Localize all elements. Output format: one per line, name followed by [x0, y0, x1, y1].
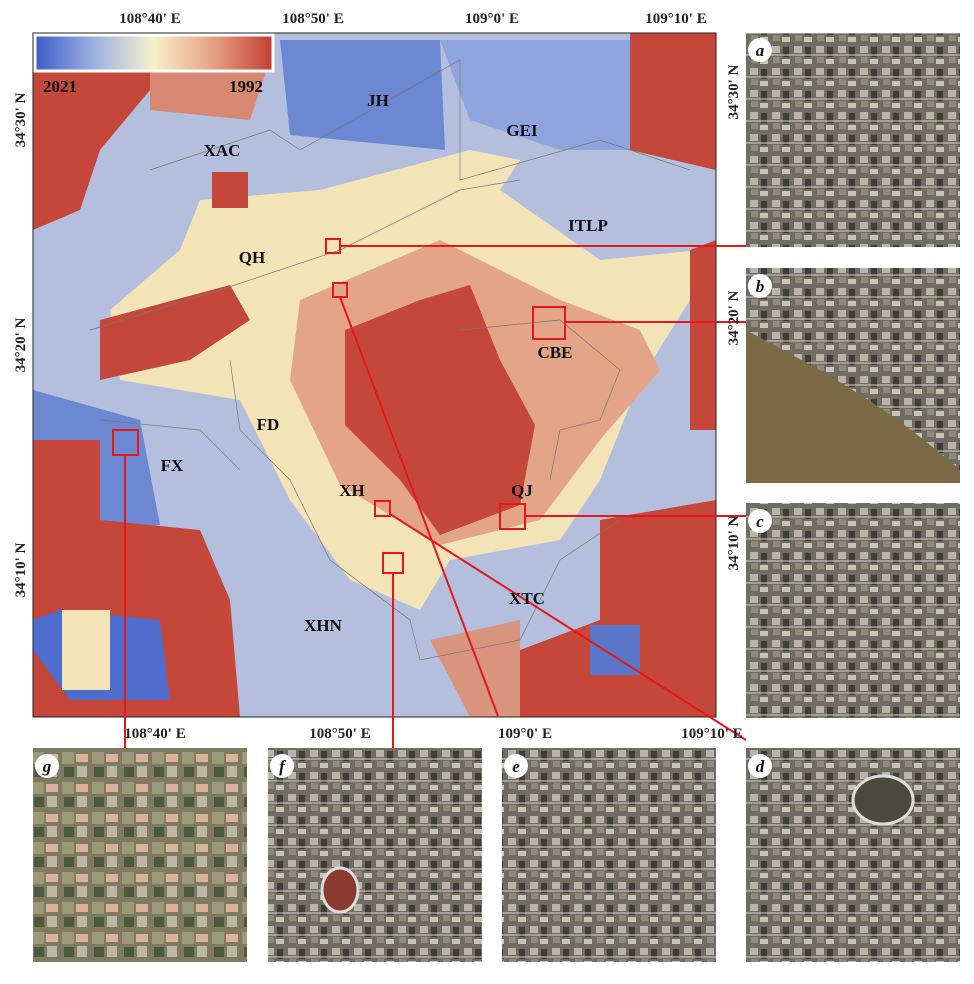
lat-label: 34°20' N	[726, 290, 742, 345]
lat-label: 34°10' N	[13, 542, 29, 597]
panel-badge	[270, 754, 294, 778]
lat-label: 34°10' N	[726, 515, 742, 570]
district-label: XHN	[304, 616, 343, 635]
panel-letter: c	[756, 512, 764, 531]
lat-label: 34°30' N	[726, 64, 742, 119]
map	[33, 33, 716, 717]
satellite-panels	[33, 33, 960, 962]
district-label: JH	[367, 91, 389, 110]
district-label: ITLP	[568, 216, 608, 235]
lon-label: 109°10' E	[645, 11, 706, 27]
panel-letter: b	[756, 277, 765, 296]
legend-label: 1992	[229, 77, 263, 96]
panel-badge	[35, 754, 59, 778]
panel-badge	[748, 509, 772, 533]
panel-letter: a	[756, 41, 765, 60]
lon-label: 108°40' E	[119, 11, 180, 27]
callouts	[112, 238, 747, 748]
lon-label: 108°50' E	[309, 726, 370, 742]
lon-label: 108°50' E	[282, 11, 343, 27]
district-label: FX	[161, 456, 184, 475]
lat-label: 34°20' N	[13, 317, 29, 372]
panel-letter: g	[42, 757, 52, 776]
district-label: QH	[239, 248, 265, 267]
panel-badge	[504, 754, 528, 778]
panel-badge	[748, 274, 772, 298]
lat-label: 34°30' N	[13, 92, 29, 147]
panel-letter: f	[279, 757, 287, 776]
district-label: XAC	[204, 141, 241, 160]
district-label: CBE	[538, 343, 573, 362]
lon-label: 108°40' E	[124, 726, 185, 742]
district-label: XTC	[509, 589, 545, 608]
panel-letter: e	[512, 757, 520, 776]
lon-label: 109°10' E	[681, 726, 742, 742]
panel-letter: d	[756, 757, 765, 776]
lon-label: 109°0' E	[465, 11, 519, 27]
district-label: XH	[339, 481, 365, 500]
district-label: QJ	[511, 481, 533, 500]
district-label: GEI	[506, 121, 538, 140]
lon-label: 109°0' E	[498, 726, 552, 742]
panel-badge	[748, 754, 772, 778]
legend-label: 2021	[43, 77, 77, 96]
panel-badge	[748, 38, 772, 62]
colorbar	[33, 33, 275, 73]
district-label: FD	[257, 415, 280, 434]
